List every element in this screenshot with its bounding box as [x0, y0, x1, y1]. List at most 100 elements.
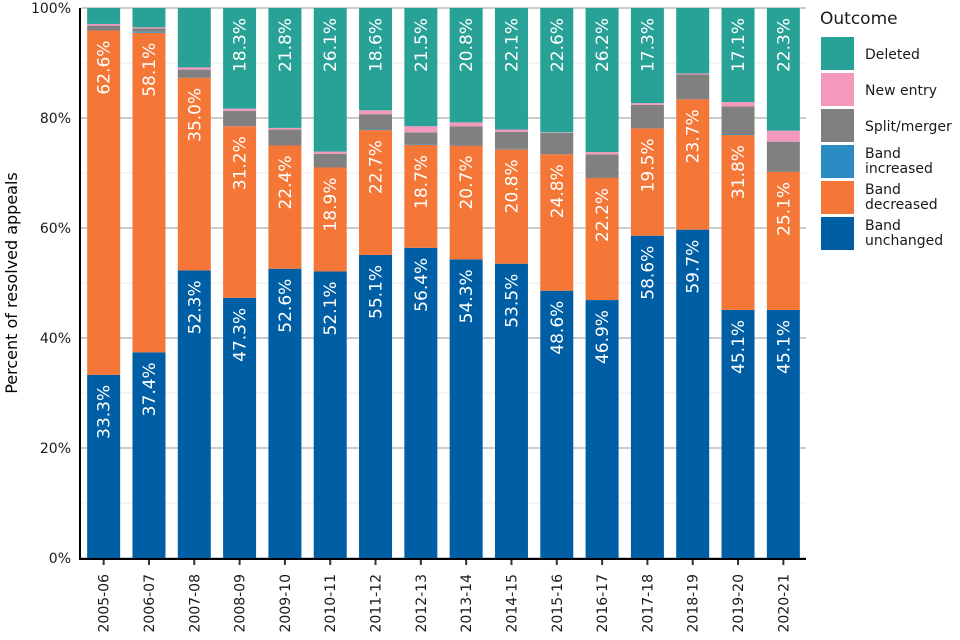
legend-label: Deleted — [865, 47, 920, 63]
bar-segment-new-entry — [132, 27, 166, 29]
bar-value-label: 52.3% — [185, 280, 205, 334]
legend-label: decreased — [865, 197, 938, 213]
bar-value-label: 18.6% — [367, 18, 387, 72]
bar-segment-band-decreased — [676, 99, 710, 230]
bar-value-label: 18.9% — [321, 178, 341, 232]
bar-value-label: 31.8% — [729, 145, 749, 199]
y-axis-title: Percent of resolved appeals — [2, 172, 21, 394]
x-tick-label: 2007-08 — [187, 574, 203, 633]
bar-segment-deleted — [223, 8, 257, 109]
y-axis-ticks: 0% 20% 40% 60% 80% 100% — [31, 1, 71, 567]
bar-segment-new-entry — [268, 127, 302, 130]
bar-value-label: 58.6% — [638, 246, 658, 300]
bar-value-label: 52.6% — [276, 279, 296, 333]
bar-segment-band-increased — [132, 31, 166, 33]
bar-value-label: 20.8% — [502, 159, 522, 213]
bar-value-label: 17.3% — [638, 18, 658, 72]
bar-segment-band-decreased — [540, 154, 574, 291]
legend-item: Deleted — [821, 37, 920, 70]
x-axis-ticks: 2005-06 2006-07 2007-08 2008-09 2009-10 2010-… — [97, 560, 792, 633]
bar-value-label: 31.2% — [231, 136, 251, 190]
bar-segment-deleted — [676, 8, 710, 74]
bar-segment-band-unchanged — [359, 254, 393, 558]
bar-segment-new-entry — [540, 132, 574, 133]
bar-segment-split-merger — [449, 126, 483, 145]
bar-value-label: 25.1% — [774, 182, 794, 236]
bar-segment-deleted — [540, 8, 574, 133]
bar-segment-split-merger — [87, 25, 121, 31]
x-tick-label: 2012-13 — [414, 574, 430, 633]
bar-segment-split-merger — [268, 129, 302, 146]
bars — [87, 8, 800, 559]
bar-segment-new-entry — [177, 67, 211, 70]
bar-value-label: 20.8% — [457, 18, 477, 72]
bar-segment-split-merger — [676, 74, 710, 100]
bar-segment-band-unchanged — [132, 352, 166, 558]
bar-segment-split-merger — [132, 28, 166, 32]
bar-value-label: 62.6% — [95, 41, 115, 95]
bar-segment-deleted — [132, 8, 166, 28]
y-tick-label: 40% — [40, 331, 71, 347]
y-tick-label: 80% — [40, 111, 71, 127]
x-tick-label: 2015-16 — [550, 574, 566, 633]
y-tick-label: 20% — [40, 441, 71, 457]
bar-value-label: 26.1% — [321, 18, 341, 72]
bar-segment-new-entry — [223, 108, 257, 111]
bar-segment-band-decreased — [494, 149, 528, 264]
bar-segment-deleted — [494, 8, 528, 130]
bar-value-label: 55.1% — [367, 265, 387, 319]
x-tick-label: 2011-12 — [369, 574, 385, 633]
bar-value-label: 58.1% — [140, 43, 160, 97]
x-tick-label: 2017-18 — [640, 574, 656, 633]
bar-segment-new-entry — [676, 73, 710, 75]
bar-value-label: 22.7% — [367, 140, 387, 194]
bar-segment-new-entry — [585, 152, 619, 155]
bar-segment-split-merger — [359, 114, 393, 130]
bar-segment-split-merger — [313, 153, 347, 168]
bar-segment-band-increased — [404, 144, 438, 145]
bar-value-label: 22.6% — [548, 18, 568, 72]
axes — [79, 8, 806, 560]
bar-value-label: 45.1% — [774, 320, 794, 374]
bar-segment-band-decreased — [87, 30, 121, 375]
bar-segment-band-decreased — [359, 130, 393, 255]
bar-segment-deleted — [585, 8, 619, 153]
bar-segment-split-merger — [585, 154, 619, 178]
bar-segment-band-decreased — [268, 145, 302, 269]
bar-segment-band-decreased — [449, 145, 483, 260]
legend-swatch — [821, 181, 854, 214]
bar-segment-band-decreased — [404, 144, 438, 248]
bar-segment-split-merger — [223, 110, 257, 127]
bar-segment-deleted — [449, 8, 483, 123]
bar-segment-band-unchanged — [721, 309, 755, 558]
bar-value-label: 20.7% — [457, 156, 477, 210]
legend-label: Band — [865, 218, 901, 234]
bar-segment-split-merger — [766, 141, 800, 172]
bar-segment-band-unchanged — [177, 270, 211, 558]
bar-segment-band-unchanged — [585, 300, 619, 558]
bar-value-label: 21.8% — [276, 18, 296, 72]
y-tick-label: 60% — [40, 221, 71, 237]
bar-value-label: 48.6% — [548, 301, 568, 355]
bar-segment-band-unchanged — [540, 290, 574, 558]
bar-segment-deleted — [766, 8, 800, 131]
bar-value-label: 23.7% — [684, 109, 704, 163]
bar-value-label: 47.3% — [231, 308, 251, 362]
legend-label: increased — [865, 161, 933, 177]
bar-segment-deleted — [313, 8, 347, 152]
bar-segment-band-decreased — [585, 177, 619, 301]
bar-value-label: 59.7% — [684, 240, 704, 294]
legend-swatch — [821, 109, 854, 142]
bar-segment-new-entry — [359, 110, 393, 115]
legend-swatch — [821, 145, 854, 178]
bar-segment-split-merger — [404, 132, 438, 145]
bar-value-label: 22.1% — [502, 18, 522, 72]
bar-segment-band-unchanged — [87, 374, 121, 558]
bar-segment-band-decreased — [177, 77, 211, 271]
bar-segment-band-unchanged — [630, 235, 664, 558]
legend-swatch — [821, 217, 854, 250]
bar-segment-band-unchanged — [404, 247, 438, 559]
bar-segment-split-merger — [630, 104, 664, 129]
x-tick-label: 2019-20 — [731, 574, 747, 633]
